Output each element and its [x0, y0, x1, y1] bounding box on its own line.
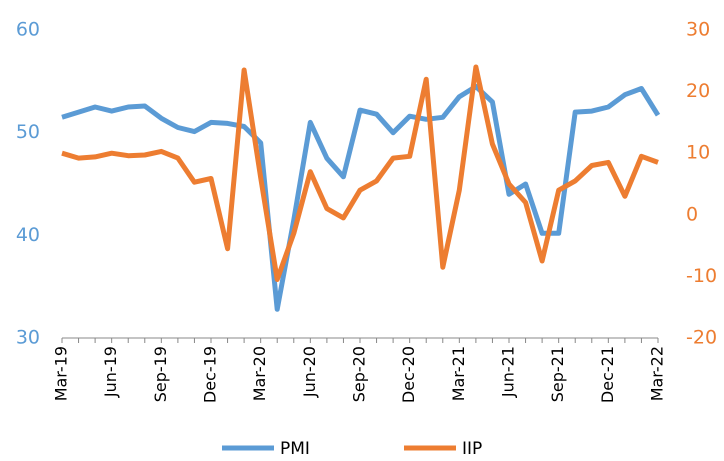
x-tick-label: Jun-21 [499, 346, 518, 398]
y2-tick-label: -20 [686, 327, 717, 349]
x-tick-label: Dec-20 [399, 346, 418, 403]
x-tick-label: Jun-19 [101, 346, 120, 398]
x-tick-label: Mar-19 [52, 346, 71, 401]
x-tick-label: Jun-20 [300, 346, 319, 398]
y2-tick-label: 10 [686, 142, 710, 164]
x-tick-label: Mar-22 [648, 346, 667, 401]
x-tick-label: Mar-21 [449, 346, 468, 401]
y-tick-label: 60 [16, 19, 40, 41]
series-line [61, 84, 661, 312]
y2-tick-label: 0 [686, 203, 698, 225]
y-tick-label: 50 [16, 121, 40, 143]
y-tick-label: 40 [16, 224, 40, 246]
x-tick-label: Sep-21 [548, 346, 567, 402]
x-tick-label: Dec-21 [598, 346, 617, 403]
x-tick-label: Sep-19 [151, 346, 170, 402]
x-tick-label: Sep-20 [350, 346, 369, 402]
y2-tick-label: 20 [686, 80, 710, 102]
legend-label: PMI [280, 439, 310, 459]
y2-tick-label: 30 [686, 19, 710, 41]
y-tick-label: 30 [16, 327, 40, 349]
x-tick-label: Mar-20 [250, 346, 269, 401]
series-line [61, 64, 659, 282]
y2-tick-label: -10 [686, 265, 717, 287]
x-tick-label: Dec-19 [201, 346, 220, 403]
legend-label: IIP [462, 439, 482, 459]
